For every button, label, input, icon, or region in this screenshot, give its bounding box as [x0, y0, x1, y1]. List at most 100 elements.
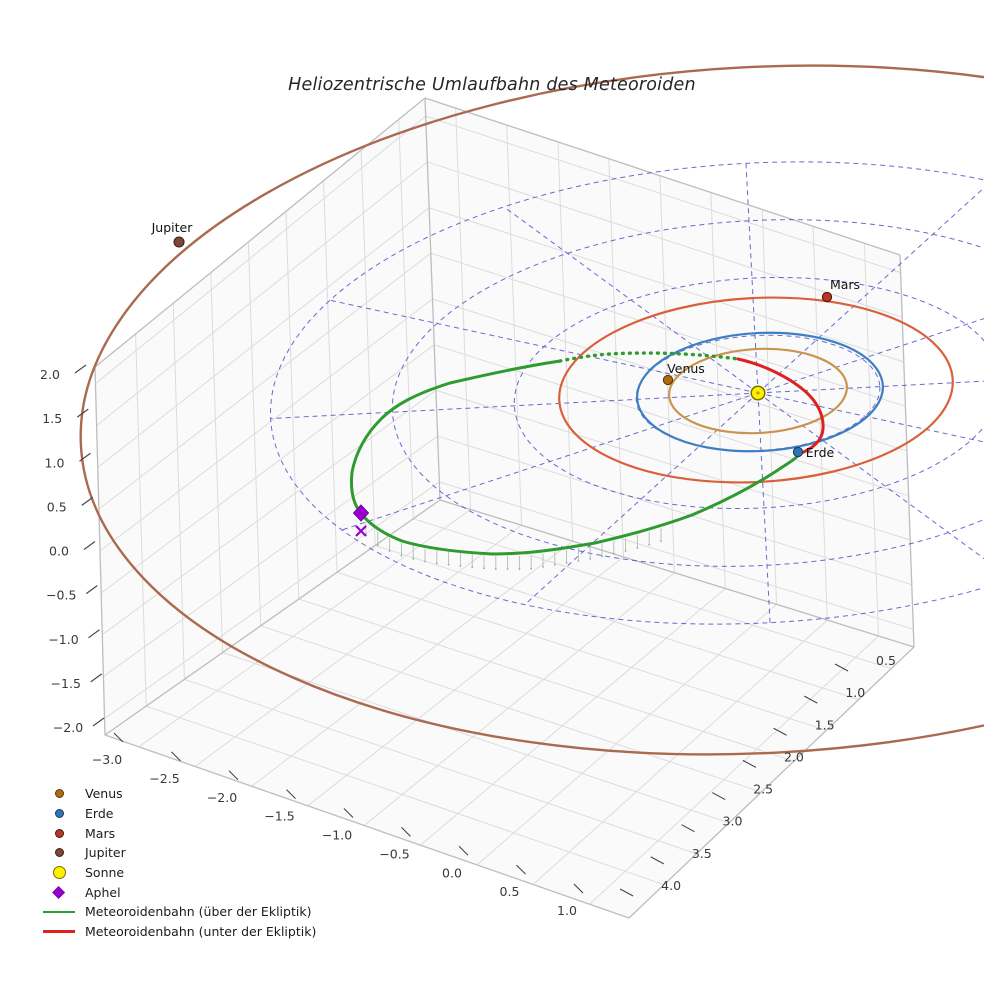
meteoroid-orbit-above-dotted [558, 351, 740, 363]
stem-foot-dot [601, 555, 603, 558]
tick-label: 1.0 [45, 455, 65, 470]
tick-mark [711, 792, 726, 801]
stem-foot-dot [518, 568, 521, 570]
axis-spine [424, 97, 901, 256]
tick-label: −2.0 [207, 790, 237, 805]
grid-line [437, 435, 912, 586]
tick-mark [458, 845, 469, 856]
mars-legend-icon [36, 828, 82, 838]
stem-foot-dot [424, 560, 426, 563]
aphel-projection-x [355, 525, 367, 537]
stem-foot-dot [435, 562, 438, 565]
tick-mark [171, 751, 181, 762]
grid-line [104, 481, 440, 719]
tick-label: 1.5 [42, 411, 62, 426]
tick-label: 1.5 [815, 717, 835, 732]
tick-label: −1.0 [48, 632, 78, 647]
tick-label: 0.0 [49, 544, 69, 559]
tick-label: −0.5 [379, 846, 409, 861]
legend-item-label: Meteoroidenbahn (über der Ekliptik) [85, 904, 312, 920]
polar-grid-spoke [757, 392, 771, 623]
tick-label: 0.0 [442, 865, 462, 880]
pane-floor [105, 500, 914, 918]
axis-spine [94, 366, 106, 736]
stem-foot-dot [589, 557, 592, 560]
grid-line [430, 252, 906, 407]
legend: Venus Erde Mars Jupiter Sonne Aphel Meteoroide… [36, 784, 316, 942]
tick-mark [286, 789, 296, 800]
erde-marker [792, 446, 804, 458]
tick-mark [228, 770, 239, 781]
grid-line [100, 344, 435, 594]
grid-line [432, 298, 908, 452]
grid-line [439, 481, 914, 630]
grid-line [251, 540, 574, 787]
grid-line [428, 207, 904, 363]
tick-mark [804, 695, 818, 704]
tick-label: −1.5 [51, 676, 81, 691]
stem-foot-dot [447, 563, 450, 566]
tick-label: −1.0 [322, 828, 352, 843]
stem-foot-dot [565, 561, 568, 564]
stem-foot-dot [388, 550, 391, 552]
venus-legend-icon [36, 789, 82, 799]
stem-foot-dot [553, 563, 556, 566]
pane-right [425, 98, 914, 647]
tick-label: 2.0 [784, 749, 804, 764]
pane-grid [95, 108, 914, 905]
tick-mark [79, 452, 91, 462]
grid-line [96, 161, 428, 426]
venus-marker [662, 374, 674, 386]
tick-label: 3.5 [692, 846, 712, 861]
tick-label: 0.5 [47, 499, 67, 514]
stem-foot-dot [506, 568, 509, 570]
polar-grid-spoke [524, 392, 759, 606]
legend-item-label: Erde [85, 806, 114, 822]
stem-foot-dot [648, 543, 651, 546]
polar-grid-spoke [329, 299, 759, 394]
legend-item: Mars [36, 823, 316, 843]
stem-foot-dot [660, 540, 662, 543]
grid-line [476, 603, 777, 866]
tick-mark [92, 717, 105, 727]
tick-label: 3.0 [723, 814, 743, 829]
jupiter-label: Jupiter [151, 220, 194, 235]
sonne-legend-icon [36, 866, 82, 880]
erde-legend-icon [36, 809, 82, 819]
grid-line [425, 115, 901, 274]
polar-grid-ring [513, 276, 984, 510]
polar-grid-spoke [341, 392, 759, 531]
polar-grid-spoke [757, 392, 984, 487]
grid-line [363, 572, 675, 826]
polar-grid-spoke [757, 366, 984, 394]
tick-label: 1.0 [557, 903, 577, 918]
axis-spine [424, 97, 441, 501]
grid-line [420, 588, 726, 846]
grid-line [184, 678, 697, 855]
tick-mark [573, 883, 584, 894]
meteoroid-orbit-below-ecliptic [736, 357, 825, 456]
tick-mark [619, 888, 634, 897]
mars-label: Mars [830, 277, 860, 292]
erde-orbit [636, 331, 884, 453]
stem-foot-dot [624, 550, 627, 552]
stem-foot-dot [577, 559, 580, 562]
legend-item: Sonne [36, 863, 316, 883]
stem-foot-dot [612, 552, 615, 555]
axes-spines [94, 97, 915, 919]
axis-ticks: −3.0 −2.5 −2.0 −1.5 −1.0 −0.5 0.0 0.5 1.0 0.5 1.0 1… [40, 364, 896, 918]
tick-label: 0.5 [500, 884, 520, 899]
grid-line [336, 571, 827, 731]
jupiter-orbit [79, 64, 984, 756]
tick-mark [401, 826, 411, 837]
grid-line [532, 619, 828, 885]
tick-mark [742, 759, 757, 768]
tick-label: −3.0 [92, 752, 122, 767]
stem-foot-dot [483, 567, 485, 570]
tick-mark [650, 856, 665, 865]
axis-spine [104, 734, 630, 919]
aphel-marker [352, 504, 370, 537]
tick-mark [516, 864, 526, 875]
stem-foot-dot [376, 544, 379, 546]
